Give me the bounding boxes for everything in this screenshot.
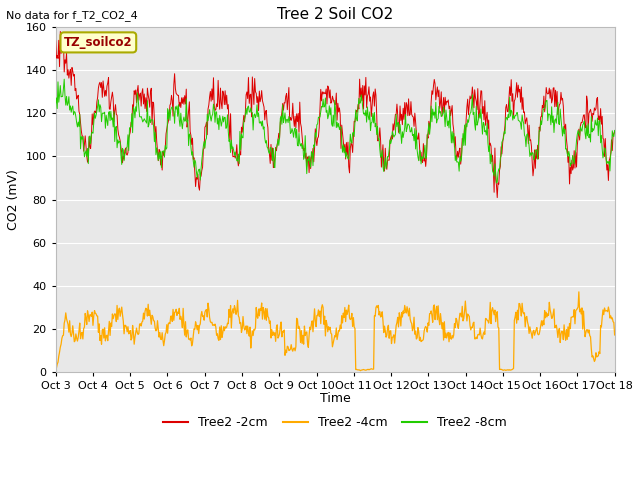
Title: Tree 2 Soil CO2: Tree 2 Soil CO2 [277, 7, 393, 22]
Y-axis label: CO2 (mV): CO2 (mV) [7, 169, 20, 230]
Text: No data for f_T2_CO2_4: No data for f_T2_CO2_4 [6, 10, 138, 21]
Text: TZ_soilco2: TZ_soilco2 [64, 36, 132, 49]
X-axis label: Time: Time [320, 392, 351, 405]
Legend: Tree2 -2cm, Tree2 -4cm, Tree2 -8cm: Tree2 -2cm, Tree2 -4cm, Tree2 -8cm [158, 411, 512, 434]
